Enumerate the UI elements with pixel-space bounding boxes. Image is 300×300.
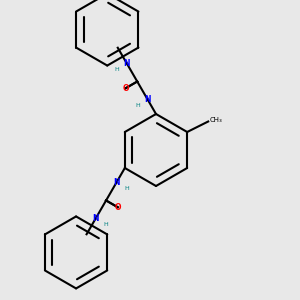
Text: N: N xyxy=(92,214,99,223)
Text: N: N xyxy=(113,178,120,187)
Text: N: N xyxy=(145,95,151,104)
Text: H: H xyxy=(103,222,108,227)
Text: H: H xyxy=(124,186,129,191)
Text: CH₃: CH₃ xyxy=(210,117,222,123)
Text: N: N xyxy=(124,59,130,68)
Text: H: H xyxy=(114,67,119,72)
Text: O: O xyxy=(115,203,121,212)
Text: O: O xyxy=(122,84,129,93)
Text: H: H xyxy=(135,103,140,108)
